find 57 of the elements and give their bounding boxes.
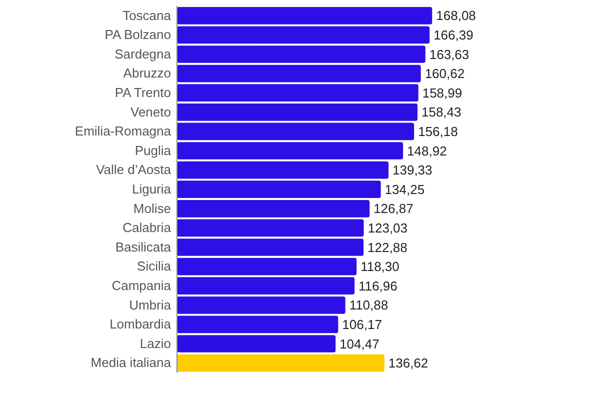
y-tick-label: Sardegna [114, 46, 172, 62]
bar [177, 316, 338, 334]
y-tick-label: Liguria [132, 182, 172, 197]
bar [177, 354, 384, 372]
data-label: 110,88 [349, 298, 388, 313]
data-label: 104,47 [340, 336, 380, 352]
bar [177, 142, 404, 160]
data-label: 134,25 [384, 182, 425, 197]
data-label: 156,18 [418, 124, 458, 139]
data-label: 126,87 [374, 201, 414, 216]
bar [177, 296, 346, 314]
bar [177, 258, 357, 276]
y-tick-label: Valle d’Aosta [96, 162, 172, 178]
y-tick-label: Campania [112, 278, 172, 294]
data-label: 123,03 [368, 220, 408, 236]
data-label: 160,62 [424, 66, 465, 82]
bar [177, 180, 381, 198]
bar [177, 219, 364, 237]
data-label: 118,30 [360, 259, 400, 274]
y-tick-label: Media italiana [90, 355, 172, 370]
y-tick-label: PA Bolzano [104, 27, 171, 42]
y-tick-label: Lombardia [110, 316, 172, 332]
data-label: 136,62 [388, 356, 428, 371]
y-tick-label: Sicilia [137, 258, 172, 274]
data-label: 106,17 [342, 317, 382, 332]
y-tick-label: Toscana [122, 8, 172, 23]
bar [177, 46, 426, 63]
bar [177, 122, 414, 140]
y-tick-label: Molise [133, 200, 171, 216]
data-label: 158,43 [421, 104, 462, 120]
y-tick-label: Basilicata [115, 239, 172, 254]
data-label: 166,39 [434, 28, 474, 42]
bar [177, 6, 432, 24]
data-label: 168,08 [436, 8, 476, 24]
data-label: 163,63 [429, 46, 470, 62]
data-label: 158,99 [422, 85, 462, 100]
y-tick-label: Abruzzo [123, 66, 171, 81]
bar [177, 277, 355, 295]
bar [177, 200, 370, 218]
bar [177, 64, 421, 82]
y-tick-label: Veneto [130, 104, 171, 120]
y-tick-label: PA Trento [114, 85, 171, 100]
y-tick-label: Umbria [129, 297, 172, 312]
bar [177, 103, 418, 121]
bar [177, 26, 430, 44]
data-label: 122,88 [368, 240, 408, 255]
bar [177, 84, 418, 102]
bar [177, 161, 389, 179]
y-tick-label: Puglia [134, 142, 172, 158]
bar [177, 335, 336, 352]
bar [177, 238, 364, 256]
y-tick-label: Calabria [122, 220, 172, 236]
y-tick-label: Lazio [140, 336, 171, 351]
data-label: 148,92 [407, 143, 447, 158]
y-tick-label: Emilia-Romagna [74, 124, 172, 139]
data-label: 116,96 [358, 278, 398, 294]
data-label: 139,33 [392, 162, 432, 178]
